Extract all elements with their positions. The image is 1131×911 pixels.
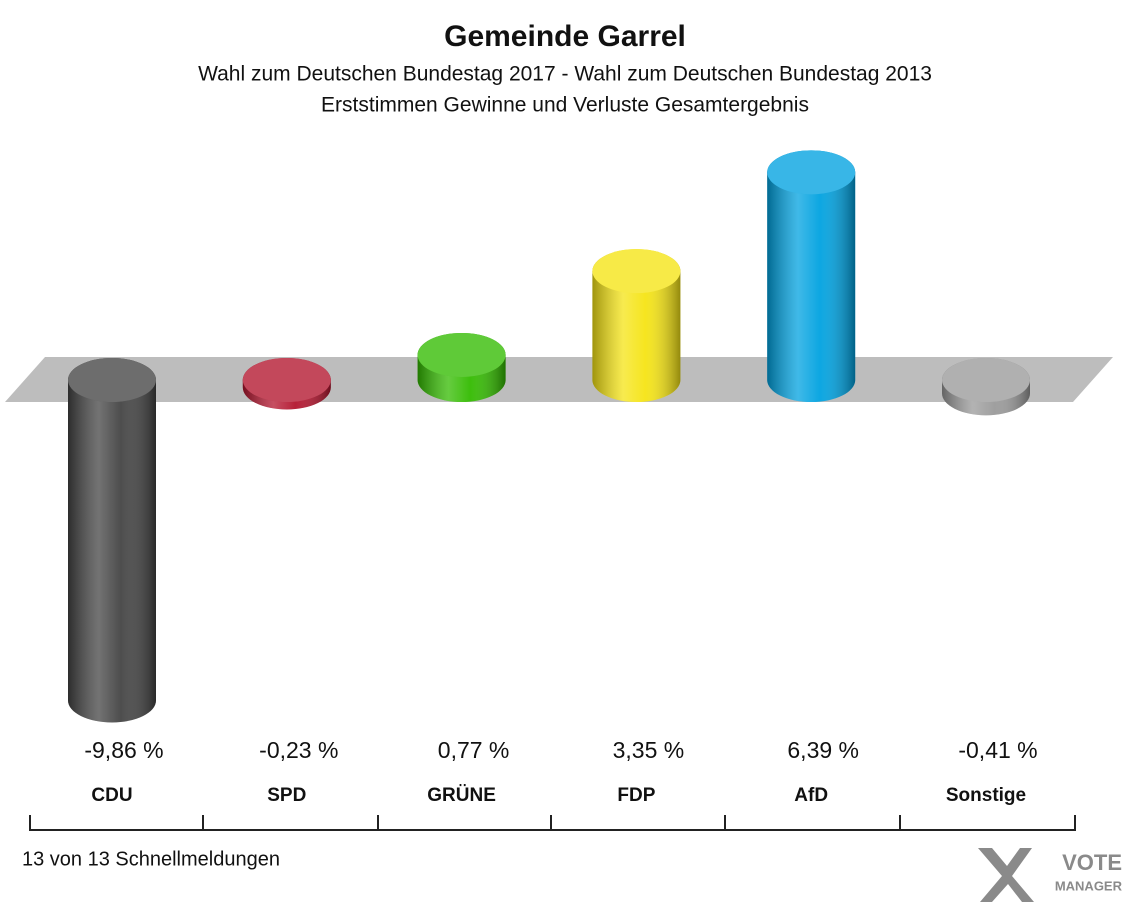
- bar-top: [767, 150, 856, 195]
- bar-top: [242, 358, 331, 402]
- bar-top-highlight: [767, 150, 856, 195]
- footnote: 13 von 13 Schnellmeldungen: [22, 848, 280, 870]
- bar-top-highlight: [942, 358, 1030, 402]
- value-label: -0,41 %: [958, 737, 1037, 763]
- chart-title: Gemeinde Garrel: [444, 20, 686, 53]
- value-label: -9,86 %: [84, 737, 163, 763]
- logo: VOTE MANAGER: [978, 848, 1123, 902]
- category-label: AfD: [794, 785, 828, 806]
- bar-shading: [767, 150, 856, 402]
- bar-shading: [68, 358, 156, 723]
- logo-text: VOTE: [1062, 850, 1122, 875]
- category-label: SPD: [267, 785, 306, 806]
- value-label: 3,35 %: [613, 737, 685, 763]
- bar-top: [68, 358, 156, 402]
- bar-top: [942, 358, 1030, 402]
- bar-top: [592, 249, 681, 294]
- value-label: 6,39 %: [787, 737, 859, 763]
- logo-mark: [978, 848, 1034, 902]
- bar-top-highlight: [68, 358, 156, 402]
- bar-top-highlight: [242, 358, 331, 402]
- bar-top-highlight: [417, 332, 506, 377]
- category-label: GRÜNE: [427, 785, 496, 806]
- chart-subtitle: Wahl zum Deutschen Bundestag 2017 - Wahl…: [198, 63, 932, 86]
- category-label: FDP: [617, 785, 655, 806]
- value-label: 0,77 %: [438, 737, 510, 763]
- logo-text: MANAGER: [1055, 878, 1123, 893]
- category-label: Sonstige: [946, 785, 1026, 806]
- bar-top-highlight: [592, 249, 681, 294]
- value-label: -0,23 %: [259, 737, 338, 763]
- chart-subtitle: Erststimmen Gewinne und Verluste Gesamte…: [321, 94, 809, 117]
- category-brackets: [29, 815, 1076, 831]
- category-label: CDU: [91, 785, 132, 806]
- bars: [68, 150, 1030, 723]
- bar-top: [417, 332, 506, 377]
